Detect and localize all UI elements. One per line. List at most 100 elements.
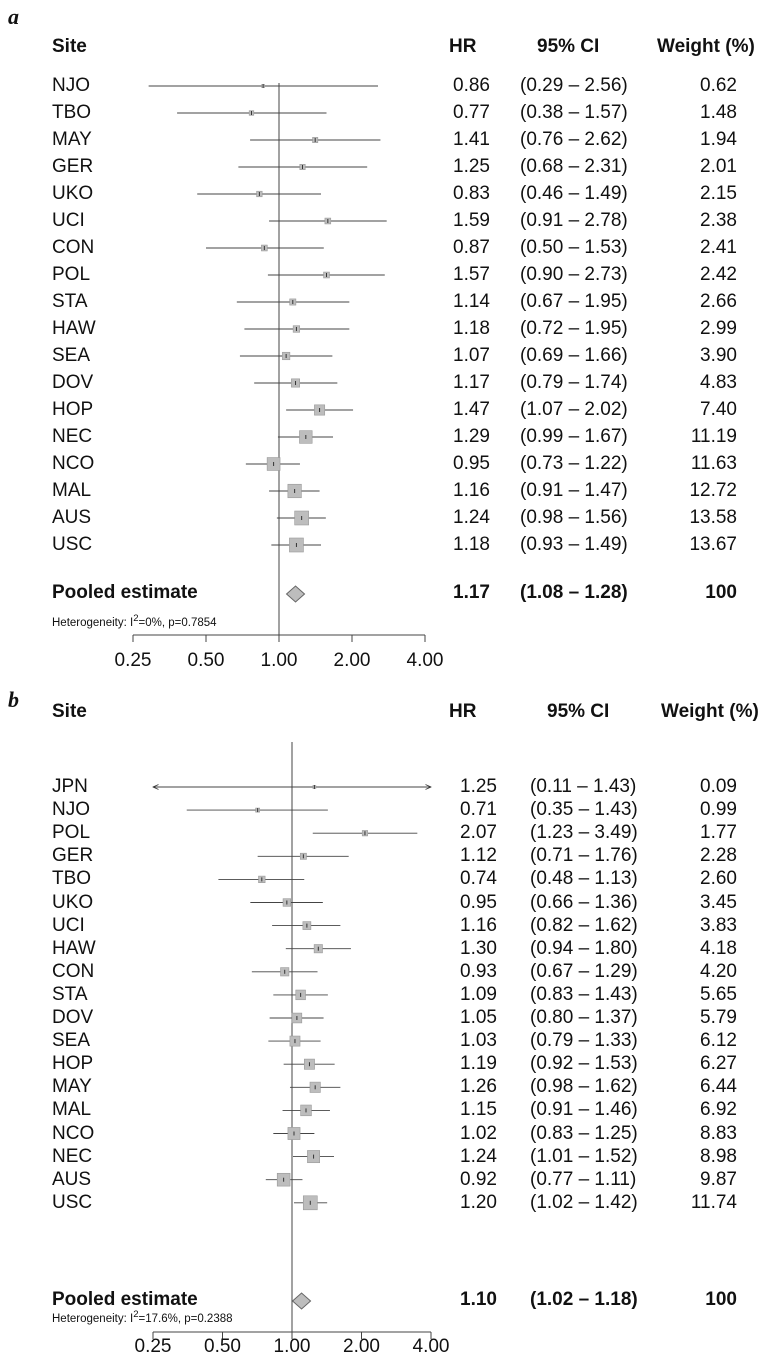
hr-value: 1.14 — [453, 291, 490, 312]
weight-value: 0.99 — [700, 799, 737, 821]
site-label: GER — [52, 845, 94, 867]
site-label: STA — [52, 291, 88, 312]
hr-value: 1.24 — [460, 1145, 497, 1167]
site-label: HOP — [52, 399, 94, 420]
hr-value: 1.29 — [453, 426, 490, 447]
panel-label: b — [8, 687, 19, 712]
weight-value: 9.87 — [700, 1168, 737, 1190]
site-label: UKO — [52, 183, 94, 204]
weight-value: 6.27 — [700, 1053, 737, 1075]
weight-value: 3.90 — [700, 345, 737, 366]
weight-value: 4.20 — [700, 960, 737, 982]
hr-value: 1.18 — [453, 318, 490, 339]
ci-value: (0.98 – 1.62) — [530, 1076, 638, 1098]
hr-value: 1.07 — [453, 345, 490, 366]
site-label: SEA — [52, 1030, 91, 1052]
heterogeneity-note: Heterogeneity: I2=0%, p=0.7854 — [52, 613, 217, 629]
site-label: NEC — [52, 1145, 93, 1167]
site-label: POL — [52, 264, 91, 285]
ci-value: (0.98 – 1.56) — [520, 507, 628, 528]
heterogeneity-note: Heterogeneity: I2=17.6%, p=0.2388 — [52, 1309, 233, 1325]
hr-value: 1.16 — [453, 480, 490, 501]
pooled-diamond — [285, 585, 306, 603]
weight-value: 12.72 — [689, 480, 737, 501]
ci-value: (0.38 – 1.57) — [520, 102, 628, 123]
site-label: HAW — [52, 937, 96, 959]
header-site: Site — [52, 701, 87, 722]
hr-value: 1.15 — [460, 1099, 497, 1121]
hr-value: 0.92 — [460, 1168, 497, 1190]
hr-value: 0.77 — [453, 102, 490, 123]
x-tick-label: 2.00 — [343, 1336, 380, 1357]
header-ci: 95% CI — [537, 36, 600, 57]
pooled-ci: (1.02 – 1.18) — [530, 1289, 638, 1310]
hr-value: 1.41 — [453, 129, 490, 150]
site-label: AUS — [52, 507, 92, 528]
hr-value: 0.71 — [460, 799, 497, 821]
weight-value: 2.42 — [700, 264, 737, 285]
x-tick-label: 0.25 — [114, 650, 152, 671]
ci-value: (1.01 – 1.52) — [530, 1145, 638, 1167]
weight-value: 7.40 — [700, 399, 737, 420]
ci-value: (0.68 – 2.31) — [520, 156, 628, 177]
site-label: MAL — [52, 1099, 92, 1121]
site-label: HOP — [52, 1053, 94, 1075]
ci-value: (0.90 – 2.73) — [520, 264, 628, 285]
site-label: AUS — [52, 1168, 92, 1190]
weight-value: 0.09 — [700, 776, 737, 797]
hr-value: 1.47 — [453, 399, 490, 420]
site-label: UKO — [52, 891, 94, 913]
site-label: MAY — [52, 129, 92, 150]
hr-value: 1.26 — [460, 1076, 497, 1098]
ci-value: (0.79 – 1.74) — [520, 372, 628, 393]
site-label: UCI — [52, 210, 85, 231]
forest-plot-b: b Site HR 95% CI Weight (%) JPN 1.25 (0.11… — [0, 680, 783, 1357]
hr-value: 0.83 — [453, 183, 490, 204]
pooled-label: Pooled estimate — [52, 1289, 198, 1310]
weight-value: 5.79 — [700, 1007, 737, 1028]
ci-value: (1.23 – 3.49) — [530, 822, 638, 844]
hr-value: 1.30 — [460, 937, 497, 959]
weight-value: 11.63 — [690, 453, 737, 474]
x-tick-label: 2.00 — [333, 650, 371, 671]
pooled-diamond — [291, 1292, 312, 1310]
ci-value: (0.35 – 1.43) — [530, 799, 638, 821]
header-weight: Weight (%) — [657, 36, 755, 57]
hr-value: 1.19 — [460, 1053, 497, 1075]
ci-value: (0.76 – 2.62) — [520, 129, 628, 150]
x-tick-label: 0.50 — [187, 650, 225, 671]
site-label: GER — [52, 156, 94, 177]
weight-value: 11.74 — [690, 1191, 737, 1213]
ci-value: (0.83 – 1.43) — [530, 983, 638, 1005]
hr-value: 1.09 — [460, 983, 497, 1005]
hr-value: 0.93 — [460, 960, 497, 982]
site-label: NJO — [52, 799, 90, 821]
weight-value: 1.94 — [700, 129, 737, 150]
hr-value: 0.95 — [453, 453, 490, 474]
weight-value: 8.83 — [700, 1122, 737, 1144]
x-tick-label: 4.00 — [412, 1336, 450, 1357]
ci-value: (0.73 – 1.22) — [520, 453, 628, 474]
site-label: NEC — [52, 426, 93, 447]
weight-value: 2.66 — [700, 291, 737, 312]
site-label: JPN — [52, 776, 88, 797]
weight-value: 2.60 — [700, 868, 737, 890]
forest-plot-a: a Site HR 95% CI Weight (%) NJO 0.86 (0.29… — [8, 4, 755, 671]
ci-value: (0.46 – 1.49) — [520, 183, 628, 204]
weight-value: 6.12 — [700, 1030, 737, 1052]
hr-value: 1.03 — [460, 1030, 497, 1052]
ci-value: (0.92 – 1.53) — [530, 1053, 638, 1075]
header-hr: HR — [449, 701, 477, 722]
x-tick-label: 4.00 — [406, 650, 444, 671]
site-label: CON — [52, 960, 95, 982]
ci-value: (0.71 – 1.76) — [530, 845, 638, 867]
weight-value: 4.18 — [700, 937, 737, 959]
forest-plot-b-svg — [0, 742, 783, 1339]
weight-value: 4.83 — [700, 372, 737, 393]
header-ci: 95% CI — [547, 701, 610, 722]
hr-value: 1.57 — [453, 264, 490, 285]
hr-value: 1.24 — [453, 507, 490, 528]
ci-value: (0.94 – 1.80) — [530, 937, 638, 959]
x-tick-label: 1.00 — [273, 1336, 311, 1357]
ci-value: (0.66 – 1.36) — [530, 891, 638, 913]
